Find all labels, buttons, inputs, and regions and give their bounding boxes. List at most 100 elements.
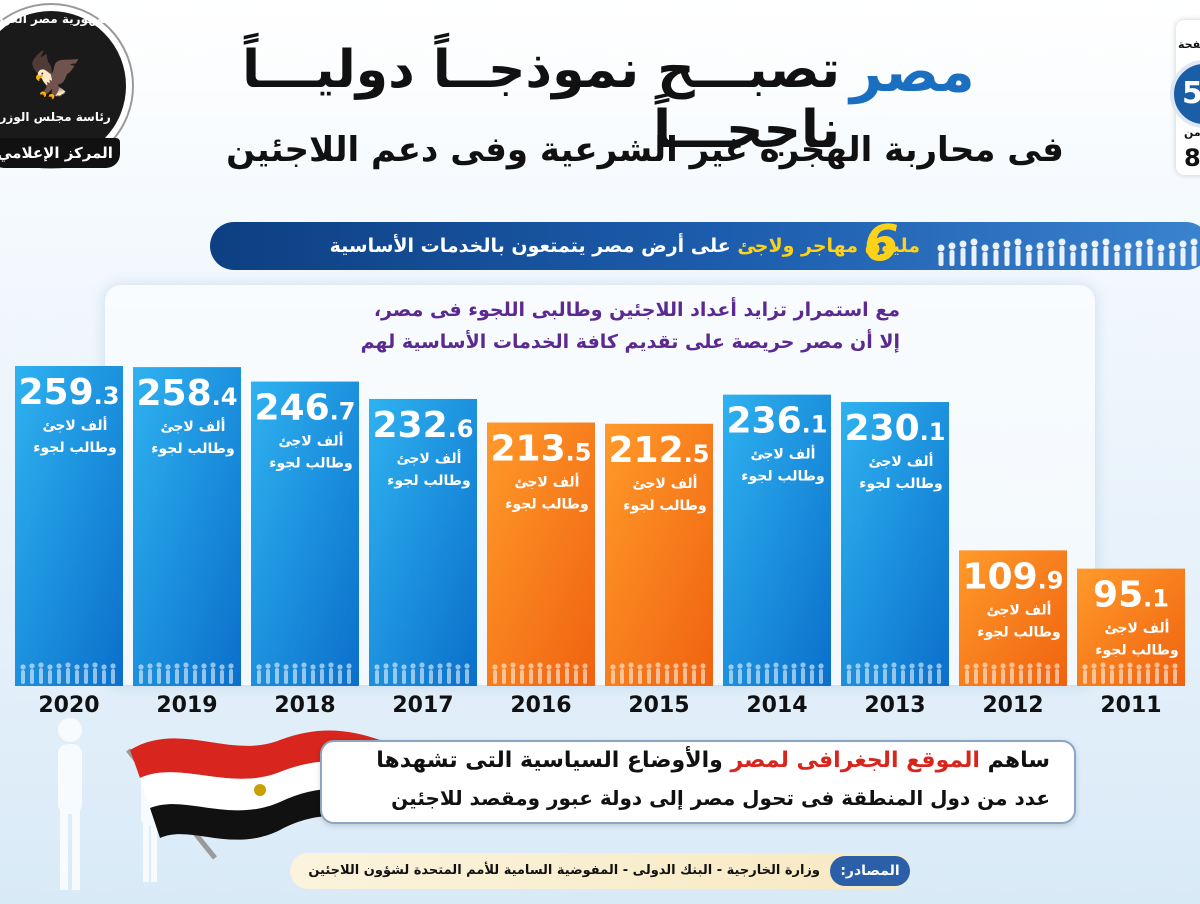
bar-crowd-head [582, 663, 588, 669]
crowd-figure-head [970, 238, 978, 246]
bar-crowd-head [964, 664, 970, 670]
bar-crowd-head [428, 664, 434, 670]
page-title-egypt: مصر [850, 40, 975, 105]
bar-crowd-head [319, 663, 325, 669]
bar-crowd-mark [629, 668, 633, 684]
bar-crowd-head [183, 662, 189, 668]
crowd-figure-head [992, 242, 1000, 250]
bar-crowd-mark [756, 670, 760, 684]
crowd-figure [1169, 250, 1175, 266]
bar-2019 [133, 367, 241, 686]
crowd-silhouette-icon [937, 238, 1198, 266]
bar-crowd-mark [220, 670, 224, 684]
bar-crowd-mark [910, 669, 914, 684]
bar-crowd-mark [465, 669, 469, 684]
bar-crowd-head [1172, 663, 1178, 669]
bar-crowd-mark [166, 670, 170, 684]
bar-crowd-head [92, 662, 98, 668]
bottom-note-pre: ساهم [987, 748, 1050, 773]
bar-crowd-head [292, 663, 298, 669]
source-label: المصادر: [830, 856, 910, 886]
bar-crowd-mark [1101, 668, 1105, 684]
bar-crowd-head [437, 663, 443, 669]
crowd-figure-head [1146, 238, 1154, 246]
bar-value-int: 213 [491, 429, 566, 470]
bar-crowd-head [773, 662, 779, 668]
bar-crowd-mark [420, 668, 424, 684]
bar-value-dec: .3 [94, 382, 120, 410]
crowd-figure [1114, 252, 1120, 266]
bar-crowd-head [882, 663, 888, 669]
crowd-figure-head [959, 240, 967, 248]
crowd-figure-head [1025, 244, 1033, 252]
bar-crowd-head [501, 663, 507, 669]
bar-caption-line2: وطالب لجوء [387, 473, 470, 489]
bar-crowd-head [927, 664, 933, 670]
bar-crowd-mark [892, 668, 896, 684]
bar-value-int: 230 [845, 408, 920, 449]
crowd-figure [949, 250, 955, 266]
bar-crowd-head [455, 664, 461, 670]
bar-crowd-mark [701, 669, 705, 684]
crowd-figure [982, 252, 988, 266]
bar-crowd-head [346, 663, 352, 669]
bar-crowd-head [1136, 664, 1142, 670]
bar-crowd-head [1082, 664, 1088, 670]
bar-crowd-head [673, 663, 679, 669]
bar-crowd-mark [665, 670, 669, 684]
crowd-figure-head [937, 244, 945, 252]
bar-crowd-mark [148, 669, 152, 684]
bar-crowd-mark [1155, 668, 1159, 684]
bar-value-label: 236.1 [727, 401, 828, 442]
bar-value-dec: .9 [1038, 566, 1064, 594]
bar-crowd-head [800, 662, 806, 668]
crowd-figure [1037, 250, 1043, 266]
bar-crowd-mark [901, 670, 905, 684]
bar-crowd-mark [556, 669, 560, 684]
bar-crowd-mark [338, 670, 342, 684]
bar-crowd-mark [1119, 669, 1123, 684]
bar-value-dec: .1 [920, 418, 946, 446]
bar-crowd-head [555, 663, 561, 669]
bar-caption-line1: ألف لاجئ [751, 445, 816, 463]
egypt-flag-icon [126, 730, 380, 860]
bar-crowd-mark [39, 668, 43, 684]
bar-crowd-mark [347, 669, 351, 684]
bar-crowd-head [782, 664, 788, 670]
bar-crowd-mark [965, 670, 969, 684]
bar-crowd-mark [511, 668, 515, 684]
bar-crowd-mark [456, 670, 460, 684]
page-subtitle: فى محاربة الهجرة غير الشرعية وفى دعم الل… [226, 130, 1064, 170]
bar-crowd-head [637, 664, 643, 670]
page-title: تصبـــح نموذجــاً دوليـــاً ناجحـــاً [242, 40, 840, 160]
bar-crowd-mark [493, 670, 497, 684]
crowd-figure-head [1113, 244, 1121, 252]
bar-crowd-mark [211, 668, 215, 684]
crowd-figure-head [1102, 238, 1110, 246]
bar-caption-line1: ألف لاجئ [869, 452, 934, 470]
bar-crowd-mark [393, 668, 397, 684]
x-tick-label: 2016 [510, 693, 571, 718]
bar-crowd-head [328, 662, 334, 668]
bar-crowd-head [401, 664, 407, 670]
crowd-figure-head [1179, 240, 1187, 248]
bar-crowd-mark [139, 670, 143, 684]
crowd-figure [1158, 252, 1164, 266]
bar-crowd-head [764, 663, 770, 669]
bar-crowd-mark [1046, 670, 1050, 684]
bar-crowd-head [156, 662, 162, 668]
crowd-figure-head [1014, 238, 1022, 246]
bar-crowd-head [855, 663, 861, 669]
bar-crowd-head [1100, 662, 1106, 668]
bar-crowd-mark [447, 668, 451, 684]
bar-caption-line2: وطالب لجوء [1095, 643, 1178, 659]
bar-crowd-head [210, 662, 216, 668]
bar-crowd-head [492, 664, 498, 670]
crowd-figure-head [1058, 238, 1066, 246]
crowd-figure-head [1069, 244, 1077, 252]
bar-value-dec: .5 [684, 440, 710, 468]
bar-crowd-head [991, 664, 997, 670]
bar-crowd-head [201, 663, 207, 669]
crowd-figure-head [1190, 238, 1198, 246]
bar-crowd-mark [1083, 670, 1087, 684]
